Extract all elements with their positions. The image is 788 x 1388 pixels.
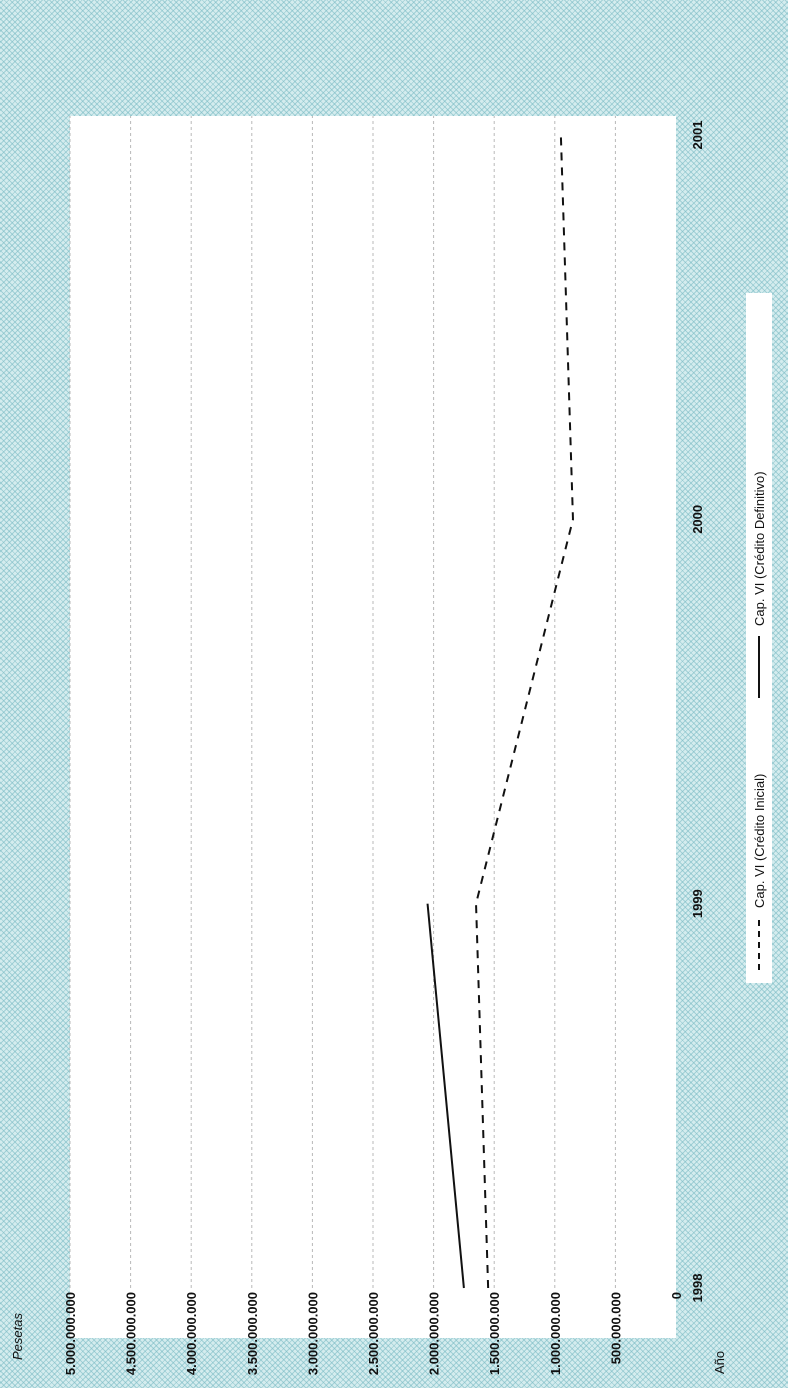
x-tick-label: 2001 — [690, 121, 705, 150]
y-tick-label: 0 — [669, 1292, 684, 1299]
series-lines — [426, 134, 574, 1289]
chart-rotated-canvas: 0 500.000.000 1.000.000.000 1.500.000.000 2.… — [10, 116, 772, 1375]
plot-area — [70, 116, 676, 1338]
series-line-credito-definitivo — [426, 903, 465, 1289]
x-axis-label: Año — [712, 1351, 727, 1374]
x-tick-label: 2000 — [690, 505, 705, 534]
y-tick-label: 1.000.000.000 — [548, 1292, 563, 1375]
y-tick-label: 1.500.000.000 — [487, 1292, 502, 1375]
x-tick-label: 1998 — [690, 1274, 705, 1303]
y-tick-label: 4.000.000.000 — [184, 1292, 199, 1375]
y-tick-label: 3.500.000.000 — [245, 1292, 260, 1375]
y-tick-label: 4.500.000.000 — [124, 1292, 139, 1375]
x-tick-labels: 1998 1999 2000 2001 — [690, 121, 705, 1303]
y-tick-label: 5.000.000.000 — [63, 1292, 78, 1375]
x-tick-label: 1999 — [690, 889, 705, 918]
y-tick-label: 2.500.000.000 — [366, 1292, 381, 1375]
y-tick-labels: 0 500.000.000 1.000.000.000 1.500.000.000 2.… — [63, 1292, 684, 1375]
legend-label-definitivo: Cap. VI (Crédito Definitivo) — [752, 471, 767, 626]
y-tick-label: 500.000.000 — [608, 1292, 623, 1364]
y-tick-label: 3.000.000.000 — [305, 1292, 320, 1375]
legend: Cap. VI (Crédito Inicial) Cap. VI (Crédi… — [746, 293, 772, 983]
y-axis-label: Pesetas — [10, 1313, 25, 1360]
y-tick-label: 2.000.000.000 — [427, 1292, 442, 1375]
legend-label-inicial: Cap. VI (Crédito Inicial) — [752, 774, 767, 908]
